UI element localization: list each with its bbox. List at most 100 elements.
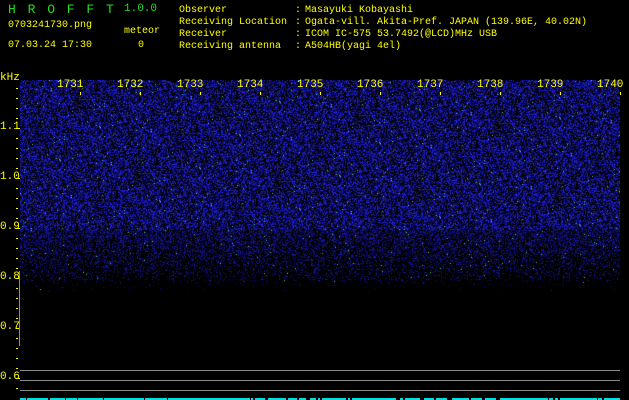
receiver-value: ICOM IC-575 53.7492(@LCD)MHz USB: [305, 29, 498, 40]
x-tick-label: 1738: [477, 79, 504, 91]
detection-segment: [168, 398, 200, 400]
app-title: H R O F F T: [8, 2, 116, 17]
detection-segment: [348, 398, 350, 400]
detection-segment: [251, 398, 253, 400]
y-tick: [16, 308, 18, 309]
x-tick: [320, 92, 321, 95]
x-tick-label: 1736: [357, 79, 384, 91]
detection-segment: [604, 398, 620, 400]
y-tick: [16, 88, 18, 89]
x-tick-label: 1731: [57, 79, 84, 91]
x-tick: [140, 92, 141, 95]
y-tick-label: 0.9: [0, 221, 20, 233]
detection-segment: [485, 398, 496, 400]
y-tick: [16, 188, 18, 189]
y-tick-label: 0.8: [0, 271, 20, 283]
y-tick: [16, 208, 18, 209]
info-label: Observer: [179, 5, 228, 16]
info-label: Receiver: [179, 29, 228, 40]
info-label: Receiving Location: [179, 17, 288, 28]
x-tick-label: 1740: [597, 79, 624, 91]
x-tick-label: 1733: [177, 79, 204, 91]
x-tick: [380, 92, 381, 95]
y-tick-label: 0.7: [0, 321, 20, 333]
x-tick-label: 1734: [237, 79, 264, 91]
detection-segment: [299, 398, 306, 400]
x-tick-label: 1732: [117, 79, 144, 91]
x-tick-label: 1735: [297, 79, 324, 91]
detection-segment: [598, 398, 602, 400]
detection-segment: [288, 398, 297, 400]
y-tick: [16, 228, 20, 229]
x-tick: [80, 92, 81, 95]
y-tick: [16, 328, 20, 329]
y-tick: [16, 158, 18, 159]
x-tick: [620, 92, 621, 95]
y-tick: [16, 348, 18, 349]
y-tick: [16, 338, 18, 339]
detection-segment: [555, 398, 558, 400]
y-tick: [16, 368, 18, 369]
detection-segment: [405, 398, 420, 400]
detection-segment: [20, 398, 26, 400]
file-datetime: 07.03.24 17:30: [8, 40, 93, 51]
grid-line: [20, 370, 620, 371]
y-tick: [16, 98, 18, 99]
detection-segment: [322, 398, 346, 400]
y-tick: [16, 138, 18, 139]
detection-segment: [104, 398, 144, 400]
x-tick: [200, 92, 201, 95]
location-value: Ogata-vill. Akita-Pref. JAPAN (139.96E, …: [305, 17, 588, 28]
detection-segment: [471, 398, 482, 400]
y-tick: [16, 198, 18, 199]
y-tick: [16, 298, 18, 299]
detection-segment: [400, 398, 403, 400]
detection-segment: [318, 398, 320, 400]
y-tick: [16, 238, 18, 239]
detection-segment: [66, 398, 77, 400]
y-tick: [16, 118, 18, 119]
spectrogram: [20, 80, 620, 400]
grid-line: [20, 390, 620, 391]
vertical-marker-line: [19, 271, 20, 346]
y-tick: [16, 248, 18, 249]
y-tick: [16, 278, 20, 279]
info-sep: :: [295, 29, 302, 40]
app-version: 1.0.0: [124, 3, 158, 15]
detection-segment: [436, 398, 447, 400]
y-tick: [16, 128, 20, 129]
meteor-label: meteor: [124, 26, 161, 37]
detection-segment: [200, 398, 250, 400]
x-tick-label: 1739: [537, 79, 564, 91]
detection-segment: [352, 398, 396, 400]
y-tick: [16, 268, 18, 269]
detection-segment: [255, 398, 265, 400]
observer-value: Masayuki Kobayashi: [305, 5, 414, 16]
y-tick: [16, 148, 18, 149]
y-tick-label: 0.6: [0, 371, 20, 383]
detection-segment: [268, 398, 286, 400]
x-tick: [260, 92, 261, 95]
y-tick-label: 1.1: [0, 121, 20, 133]
y-unit-label: kHz: [0, 72, 20, 84]
info-sep: :: [295, 5, 302, 16]
detection-segment: [500, 398, 548, 400]
y-tick: [16, 168, 18, 169]
y-tick: [16, 318, 18, 319]
detection-segment: [310, 398, 316, 400]
detection-segment: [145, 398, 167, 400]
meteor-count: 0: [138, 40, 145, 51]
info-sep: :: [295, 41, 302, 52]
detection-segment: [78, 398, 103, 400]
detection-segment: [50, 398, 65, 400]
detection-segment: [27, 398, 48, 400]
detection-segment: [424, 398, 434, 400]
y-tick: [16, 378, 20, 379]
y-tick: [16, 258, 18, 259]
info-label: Receiving antenna: [179, 41, 282, 52]
info-sep: :: [295, 17, 302, 28]
y-tick-label: 1.0: [0, 171, 20, 183]
x-tick-label: 1737: [417, 79, 444, 91]
antenna-value: A504HB(yagi 4el): [305, 41, 402, 52]
y-tick: [16, 108, 18, 109]
